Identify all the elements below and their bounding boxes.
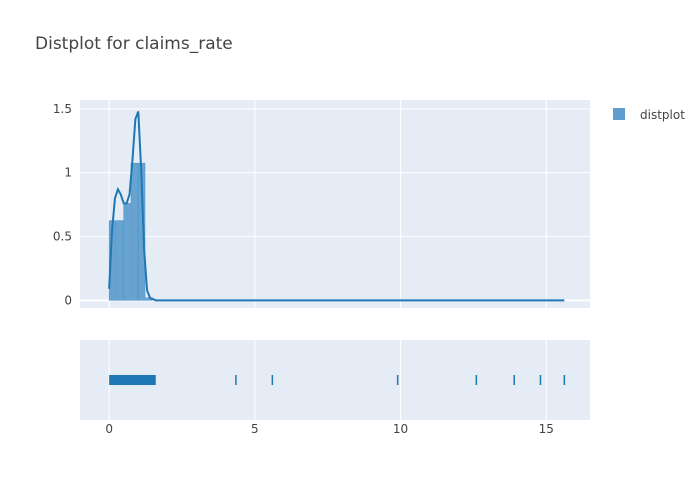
x-tick-label: 5 [251, 422, 259, 436]
legend: distplot [613, 108, 685, 122]
x-tick-label: 10 [393, 422, 408, 436]
rug-marks [109, 375, 566, 385]
chart-title: Distplot for claims_rate [35, 34, 233, 54]
legend-label: distplot [640, 108, 685, 122]
y-tick-label: 1 [64, 166, 72, 180]
y-tick-label: 0 [64, 293, 72, 307]
legend-swatch [613, 108, 625, 120]
y-tick-label: 1.5 [53, 102, 72, 116]
x-tick-label: 0 [105, 422, 113, 436]
rug-dense-block [109, 375, 156, 385]
y-axis-ticks: 0 0.5 1 1.5 [53, 102, 72, 307]
histogram-bar [123, 203, 131, 301]
kde-curve [108, 111, 565, 302]
x-tick-label: 15 [539, 422, 554, 436]
histogram-bar [130, 162, 138, 301]
x-axis-ticks: 0 5 10 15 [105, 422, 554, 436]
histogram-bar [116, 220, 124, 301]
main-plot-background [80, 100, 590, 308]
rug-plot-background [80, 340, 590, 420]
y-tick-label: 0.5 [53, 230, 72, 244]
